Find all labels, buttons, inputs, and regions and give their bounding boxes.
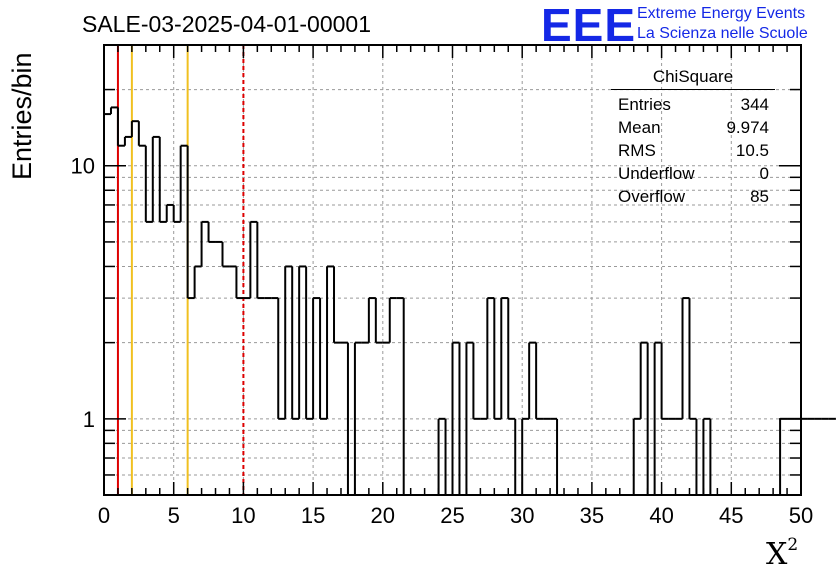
- x-axis-label: X2: [766, 535, 798, 572]
- stats-box: ChiSquare Entries 344 Mean 9.974 RMS 10.5 Unde…: [609, 67, 777, 208]
- x-tick-label: 45: [719, 503, 743, 528]
- x-tick-label: 25: [440, 503, 464, 528]
- stats-label: Underflow: [618, 164, 695, 183]
- stats-row: Mean 9.974: [609, 116, 777, 139]
- eee-logo: EEE: [541, 0, 637, 51]
- x-tick-label: 40: [649, 503, 673, 528]
- x-tick-label: 10: [231, 503, 255, 528]
- x-tick-label: 35: [580, 503, 604, 528]
- stats-row: Overflow 85: [609, 185, 777, 208]
- chart-title: SALE-03-2025-04-01-00001: [82, 11, 371, 37]
- y-tick-label: 10: [71, 154, 95, 179]
- stats-label: Mean: [618, 118, 661, 137]
- y-axis-label: Entries/bin: [7, 52, 37, 180]
- logo-line-1: Extreme Energy Events: [637, 5, 806, 22]
- stats-value: 0: [759, 164, 769, 183]
- x-tick-label: 20: [371, 503, 395, 528]
- x-tick-label: 0: [98, 503, 110, 528]
- x-tick-label: 5: [168, 503, 180, 528]
- stats-row: Underflow 0: [609, 162, 777, 185]
- stats-title: ChiSquare: [611, 67, 775, 90]
- y-tick-label: 1: [83, 407, 95, 432]
- stats-row: RMS 10.5: [609, 139, 777, 162]
- x-tick-label: 30: [510, 503, 534, 528]
- x-tick-label: 15: [301, 503, 325, 528]
- stats-row: Entries 344: [609, 93, 777, 116]
- x-axis-label-base: X: [766, 537, 788, 572]
- stats-value: 85: [750, 187, 769, 206]
- x-tick-label: 50: [789, 503, 813, 528]
- logo-line-2: La Scienza nelle Scuole: [637, 25, 808, 42]
- stats-value: 10.5: [735, 141, 769, 160]
- stats-label: Entries: [618, 95, 671, 114]
- x-axis-label-superscript: 2: [787, 535, 799, 555]
- stats-value: 9.974: [726, 118, 769, 137]
- stats-value: 344: [740, 95, 769, 114]
- stats-label: RMS: [618, 141, 656, 160]
- stats-label: Overflow: [618, 187, 686, 206]
